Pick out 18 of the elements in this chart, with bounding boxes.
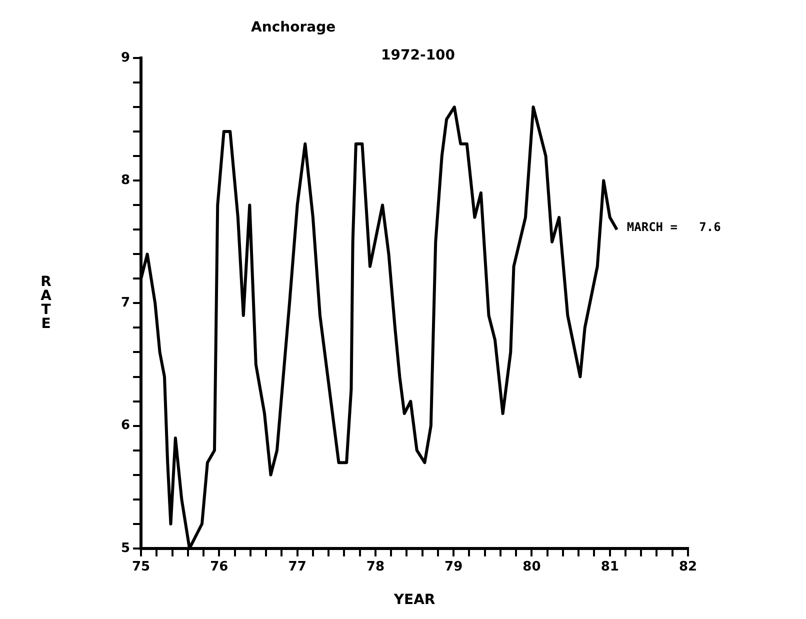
annotation: MARCH = 7.6 (626, 220, 721, 234)
y-tick-label: 6 (121, 418, 130, 434)
y-tick-label: 7 (121, 296, 130, 311)
chart-title: Anchorage (251, 20, 336, 36)
x-tick-label: 77 (288, 560, 306, 575)
x-tick-label: 80 (522, 560, 541, 575)
x-tick-label: 82 (678, 560, 698, 575)
y-tick-label: 5 (121, 540, 130, 556)
chart-subtitle: 1972-100 (381, 48, 456, 64)
x-tick-label: 79 (444, 560, 463, 575)
x-axis-title: YEAR (392, 592, 436, 608)
x-tick-label: 75 (132, 560, 150, 575)
x-tick-label: 81 (600, 560, 619, 575)
y-axis-title: RATE (40, 274, 52, 332)
y-tick-label: 9 (121, 50, 130, 66)
x-tick-label: 76 (210, 560, 228, 575)
x-tick-label: 78 (366, 560, 384, 575)
y-tick-label: 8 (121, 172, 130, 188)
